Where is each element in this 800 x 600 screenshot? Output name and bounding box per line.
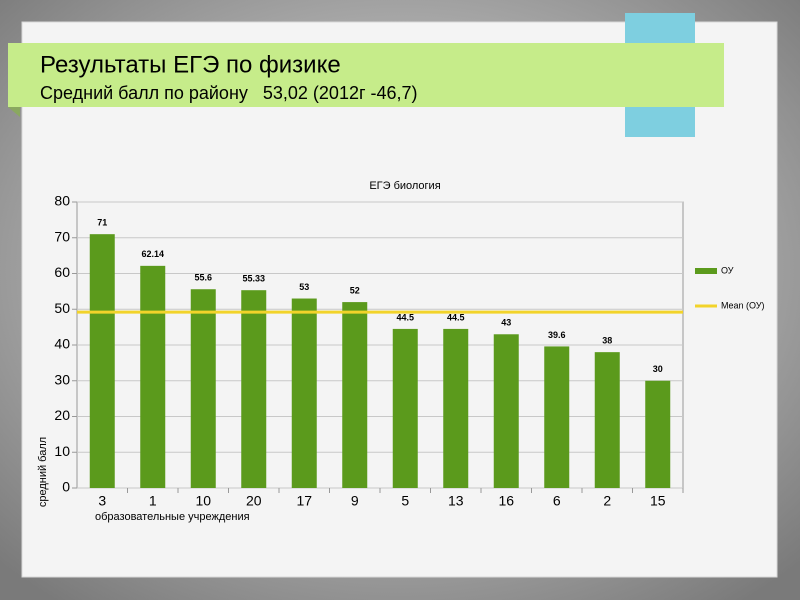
header-band (8, 43, 724, 107)
y-tick-label: 50 (54, 300, 70, 316)
y-axis-label: средний балл (37, 437, 49, 507)
value-label: 30 (653, 364, 663, 374)
x-tick-label: 16 (498, 493, 514, 509)
slide-subtitle: Средний балл по району 53,02 (2012г -46,… (40, 83, 418, 103)
value-label: 55.6 (194, 273, 212, 283)
bar (645, 380, 671, 488)
value-label: 44.5 (447, 312, 465, 322)
x-axis-label: образовательные учреждения (95, 511, 250, 523)
x-tick-label: 3 (98, 493, 106, 509)
y-tick-label: 0 (62, 479, 70, 495)
bar (241, 290, 267, 488)
y-tick-label: 40 (54, 336, 70, 352)
slide-title: Результаты ЕГЭ по физике (40, 51, 341, 78)
bar (594, 352, 620, 488)
x-tick-label: 6 (553, 493, 561, 509)
band-fold (8, 107, 20, 117)
value-label: 53 (299, 282, 309, 292)
bar (89, 234, 115, 488)
bar (392, 328, 418, 488)
y-tick-label: 70 (54, 228, 70, 244)
bar (342, 302, 368, 488)
value-label: 43 (501, 318, 511, 328)
bar (140, 265, 166, 488)
chart-title: ЕГЭ биология (369, 180, 440, 192)
y-tick-label: 80 (54, 193, 70, 209)
value-label: 71 (97, 218, 107, 228)
y-tick-label: 30 (54, 371, 70, 387)
legend-swatch (695, 268, 717, 274)
x-tick-label: 1 (149, 493, 157, 509)
x-tick-label: 2 (603, 493, 611, 509)
legend-label: ОУ (721, 265, 734, 275)
bar (443, 328, 469, 488)
value-label: 62.14 (141, 249, 164, 259)
x-tick-label: 5 (401, 493, 409, 509)
x-tick-label: 15 (650, 493, 666, 509)
x-tick-label: 20 (246, 493, 262, 509)
value-label: 52 (350, 285, 360, 295)
bar (291, 298, 317, 488)
bar (190, 289, 216, 488)
bar (493, 334, 519, 488)
bar (544, 346, 570, 488)
y-tick-label: 10 (54, 443, 70, 459)
y-tick-label: 20 (54, 407, 70, 423)
value-label: 55.33 (242, 274, 265, 284)
legend-label: Mean (ОУ) (721, 300, 765, 310)
x-tick-label: 17 (296, 493, 312, 509)
y-tick-label: 60 (54, 264, 70, 280)
value-label: 39.6 (548, 330, 566, 340)
x-tick-label: 10 (195, 493, 211, 509)
x-tick-label: 9 (351, 493, 359, 509)
x-tick-label: 13 (448, 493, 464, 509)
value-label: 44.5 (396, 312, 414, 322)
value-label: 38 (602, 336, 612, 346)
